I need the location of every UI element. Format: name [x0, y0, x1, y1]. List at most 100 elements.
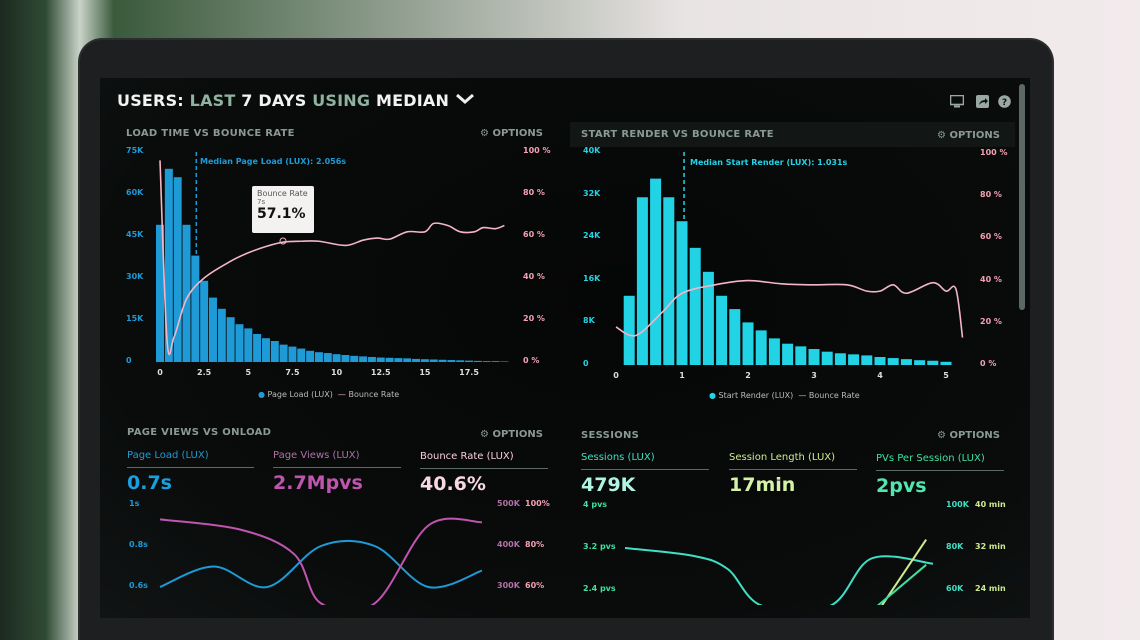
bar	[848, 354, 860, 365]
monitor-icon[interactable]	[950, 95, 964, 108]
bar	[821, 351, 833, 365]
options-label: OPTIONS	[949, 430, 1000, 441]
metric-value: 2pvs	[876, 475, 927, 497]
x-tick-label: 5	[943, 371, 949, 380]
series-line	[159, 539, 483, 589]
bar	[636, 197, 648, 365]
y3-tick-label: 24 min	[975, 584, 1006, 593]
bar	[200, 280, 209, 362]
legend: ● Start Render (LUX) — Bounce Rate	[709, 391, 860, 400]
bar	[412, 358, 421, 362]
y-tick-label: 60K	[126, 188, 144, 197]
x-tick-label: 0	[613, 371, 619, 380]
bar	[729, 309, 741, 365]
y2-tick-label: 500K	[497, 499, 520, 508]
chevron-down-icon[interactable]	[455, 93, 475, 105]
metric-label: Bounce Rate (LUX)	[420, 451, 514, 462]
x-tick-label: 1	[679, 371, 685, 380]
y2-tick-label: 80K	[946, 542, 964, 551]
x-tick-label: 10	[331, 368, 343, 377]
help-icon[interactable]: ?	[998, 95, 1012, 108]
bar	[914, 360, 926, 365]
x-tick-label: 4	[877, 371, 883, 380]
title-range: LAST	[189, 91, 236, 110]
bar	[663, 197, 675, 365]
bar	[456, 360, 465, 362]
scrollbar[interactable]	[1019, 84, 1025, 310]
options-button[interactable]: ⚙ OPTIONS	[480, 128, 543, 139]
divider	[420, 468, 548, 469]
y-tick-label: 40K	[583, 146, 601, 155]
bar	[702, 271, 714, 365]
bar	[927, 360, 939, 365]
y2-tick-label: 60 %	[980, 232, 1002, 242]
series-line	[881, 539, 927, 605]
x-tick-label: 2	[745, 371, 751, 380]
y-tick-label: 16K	[583, 273, 601, 283]
bar	[270, 341, 279, 362]
bar	[447, 360, 456, 362]
bar	[288, 346, 297, 362]
y-tick-label: 4 pvs	[583, 500, 608, 509]
metric-label: Page Views (LUX)	[273, 450, 360, 461]
y2-tick-label: 20 %	[980, 316, 1002, 326]
bar	[323, 353, 332, 362]
divider	[581, 469, 709, 470]
legend-item[interactable]: Page Load (LUX)	[267, 390, 333, 399]
legend-item[interactable]: Bounce Rate	[808, 391, 860, 400]
bar	[403, 358, 412, 362]
y3-tick-label: 80%	[525, 540, 545, 549]
x-tick-label: 17.5	[459, 368, 479, 377]
metric-value: 17min	[729, 474, 796, 496]
bar	[297, 348, 306, 362]
y2-tick-label: 20 %	[523, 314, 545, 323]
y-tick-label: 24K	[583, 231, 601, 241]
y2-tick-label: 60 %	[523, 230, 545, 239]
bar	[874, 357, 886, 365]
bar	[742, 322, 754, 365]
bar	[164, 168, 173, 362]
panel-title-page-views: PAGE VIEWS VS ONLOAD	[127, 427, 272, 438]
y3-tick-label: 32 min	[975, 542, 1006, 551]
divider	[127, 467, 254, 468]
y3-tick-label: 60%	[525, 581, 545, 590]
bar	[244, 328, 253, 362]
bounce-rate-line	[615, 279, 964, 338]
page-title[interactable]: USERS: LAST 7 DAYS USING MEDIAN	[117, 91, 475, 110]
x-tick-label: 2.5	[197, 368, 212, 377]
bar	[332, 354, 341, 362]
legend-item[interactable]: Start Render (LUX)	[718, 391, 794, 400]
series-line	[159, 517, 483, 605]
legend-line-icon: —	[798, 391, 807, 400]
legend-dot-icon: ●	[258, 390, 265, 399]
x-tick-label: 12.5	[370, 368, 391, 377]
tooltip-value: 57.1%	[257, 206, 306, 222]
legend: ● Page Load (LUX) — Bounce Rate	[258, 390, 399, 399]
title-users: USERS:	[117, 91, 184, 110]
bar	[782, 343, 794, 365]
bar	[217, 308, 226, 362]
hover-point	[279, 237, 287, 245]
bar	[350, 355, 359, 362]
divider	[729, 469, 857, 470]
bar	[156, 224, 164, 362]
options-button[interactable]: ⚙ OPTIONS	[480, 429, 543, 440]
panel-title-load-time: LOAD TIME VS BOUNCE RATE	[126, 128, 295, 139]
options-button[interactable]: ⚙ OPTIONS	[937, 130, 1000, 141]
title-days: 7 DAYS	[241, 91, 307, 110]
options-button[interactable]: ⚙ OPTIONS	[937, 430, 1000, 441]
legend-item[interactable]: Bounce Rate	[348, 390, 400, 399]
y2-tick-label: 80 %	[980, 190, 1002, 200]
y2-tick-label: 40 %	[523, 272, 545, 281]
bar	[191, 255, 200, 362]
share-icon[interactable]	[976, 95, 990, 108]
bar	[376, 357, 385, 362]
bar	[482, 361, 491, 362]
y2-tick-label: 100K	[946, 500, 969, 509]
y-tick-label: 0	[583, 359, 589, 368]
bar	[261, 338, 270, 362]
bar	[491, 361, 500, 362]
bar	[385, 357, 394, 362]
y2-tick-label: 0 %	[980, 359, 997, 368]
bar	[716, 295, 728, 365]
